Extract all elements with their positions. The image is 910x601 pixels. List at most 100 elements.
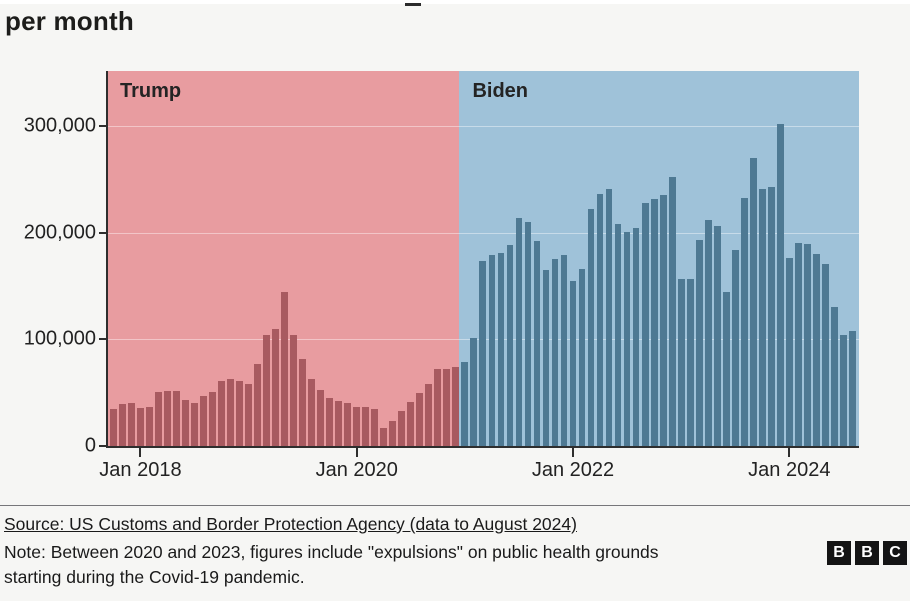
y-axis-label: 300,000 — [23, 114, 96, 137]
bar — [614, 224, 622, 446]
bar — [605, 189, 613, 446]
bar — [173, 391, 180, 446]
source-link[interactable]: Source: US Customs and Border Protection… — [4, 514, 577, 534]
bar — [272, 329, 279, 446]
bar — [668, 177, 676, 446]
bar — [164, 391, 171, 446]
bar — [443, 369, 451, 446]
bar — [380, 428, 388, 446]
bar — [659, 195, 667, 446]
bar — [407, 402, 415, 446]
bar — [425, 384, 433, 446]
bar — [767, 187, 775, 446]
bar — [317, 390, 325, 446]
footer-note: Note: Between 2020 and 2023, figures inc… — [4, 540, 774, 590]
bar — [740, 198, 748, 446]
y-axis-tick — [99, 125, 106, 127]
x-axis-label: Jan 2024 — [748, 459, 831, 481]
bar — [731, 250, 739, 446]
footer-note-line1: Note: Between 2020 and 2023, figures inc… — [4, 542, 659, 562]
bbc-logo-letter-b2: B — [855, 541, 879, 565]
period-label-biden: Biden — [472, 80, 529, 102]
bar — [128, 403, 135, 446]
bar — [704, 220, 712, 446]
bar — [749, 158, 757, 446]
bar — [587, 209, 595, 446]
bar-chart: Trump Biden 0 100,000 200,000 300,000 Jan 2018… — [23, 71, 859, 481]
chart-title: per month — [5, 6, 134, 36]
y-axis-line — [106, 71, 108, 447]
bar — [299, 359, 307, 446]
bar — [506, 245, 514, 446]
bar — [533, 241, 541, 446]
y-axis-label: 0 — [84, 434, 96, 457]
gridline — [107, 232, 859, 234]
bar — [155, 392, 162, 446]
bar — [335, 401, 343, 446]
y-axis-tick — [99, 445, 106, 447]
bar — [137, 408, 144, 446]
bar — [434, 369, 442, 446]
bar — [497, 253, 505, 446]
bbc-logo-letter-b1: B — [827, 541, 851, 565]
bbc-logo-letter-c: C — [883, 541, 907, 565]
bar — [803, 244, 811, 446]
bar — [245, 384, 252, 446]
x-axis-label: Jan 2022 — [531, 459, 615, 481]
bar — [722, 292, 730, 446]
bar — [371, 409, 379, 446]
bar — [200, 396, 207, 446]
x-axis-line — [106, 446, 859, 448]
footer-note-line2: starting during the Covid-19 pandemic. — [4, 567, 305, 587]
bar — [263, 335, 270, 446]
bar — [218, 381, 225, 446]
bar — [776, 124, 784, 446]
y-axis-tick — [99, 338, 106, 341]
clipped-title-area — [0, 0, 910, 4]
bar — [794, 243, 802, 446]
bar — [326, 398, 334, 446]
bar — [830, 307, 838, 446]
bar — [479, 261, 487, 446]
bar — [389, 421, 397, 446]
bar — [821, 264, 829, 446]
bar — [209, 392, 216, 446]
bar — [839, 335, 847, 446]
bar — [623, 232, 631, 446]
bar — [290, 335, 298, 446]
bar — [254, 364, 261, 446]
bar — [488, 255, 496, 446]
bar — [515, 218, 523, 446]
bar — [344, 403, 352, 446]
clipped-title-fragment — [405, 3, 421, 6]
bar — [524, 222, 532, 446]
gridline — [107, 126, 859, 127]
bar — [353, 407, 361, 446]
footer-divider — [0, 505, 910, 506]
period-label-trump: Trump — [120, 80, 182, 102]
bar — [452, 367, 460, 446]
bar — [119, 404, 126, 446]
bar — [110, 409, 117, 446]
bar — [227, 379, 234, 446]
bar — [182, 400, 189, 446]
bar — [686, 279, 694, 446]
bar — [560, 255, 568, 446]
bar — [542, 270, 550, 446]
footer: Source: US Customs and Border Protection… — [0, 505, 910, 601]
bar — [641, 203, 649, 446]
bar — [236, 381, 243, 446]
y-axis-tick — [99, 231, 106, 234]
bar — [470, 338, 478, 446]
bar — [758, 189, 766, 446]
bar — [416, 393, 424, 446]
bar — [551, 259, 559, 446]
bar — [596, 194, 604, 446]
bar — [362, 407, 370, 446]
bar — [281, 292, 289, 446]
bar — [650, 199, 658, 446]
bar — [677, 279, 685, 446]
bar — [785, 258, 793, 446]
x-axis-tick — [572, 448, 574, 457]
